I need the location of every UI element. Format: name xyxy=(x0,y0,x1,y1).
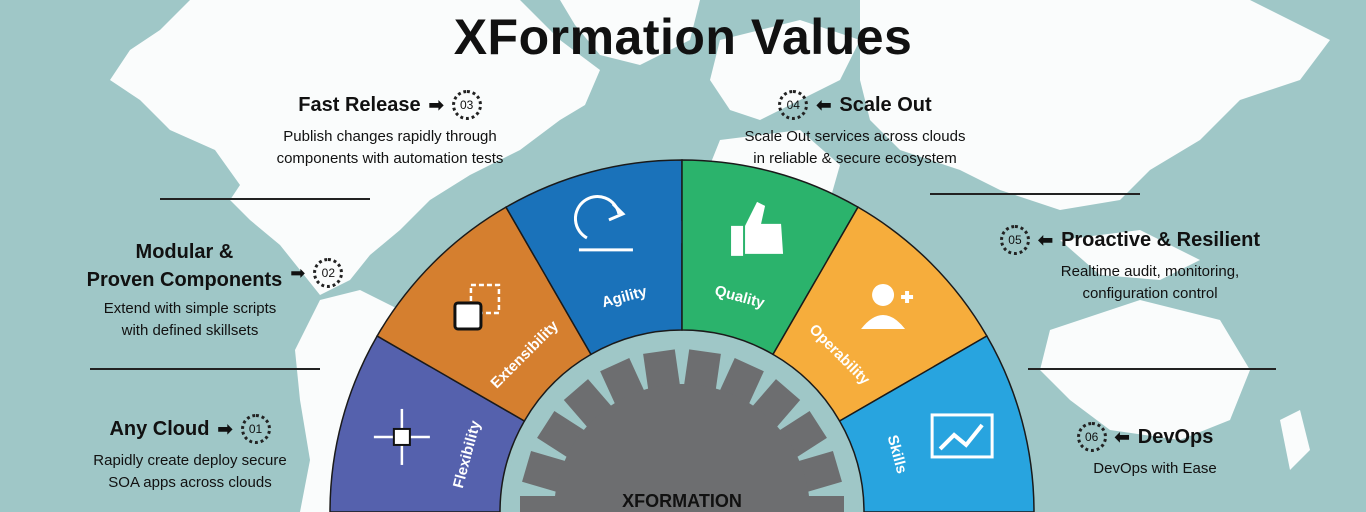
center-label: XFORMATION xyxy=(622,491,742,511)
value-proactive-resilient: 05 ⬅ Proactive & Resilient Realtime audi… xyxy=(965,225,1295,305)
divider-left-bottom xyxy=(90,368,320,370)
value-fast-release: Fast Release ➡ 03 Publish changes rapidl… xyxy=(240,90,540,170)
value-heading-line1: Modular & xyxy=(135,241,234,263)
divider-right-top xyxy=(930,193,1140,195)
value-heading: DevOps xyxy=(1137,426,1214,448)
value-desc-line1: Realtime audit, monitoring, xyxy=(1060,263,1240,280)
australia-land xyxy=(1040,300,1250,440)
arrow-right-icon: ➡ xyxy=(428,95,444,115)
move-arrows-icon xyxy=(373,408,430,465)
asia-land xyxy=(860,0,1330,210)
value-desc-line1: Extend with simple scripts xyxy=(103,300,277,317)
number-badge: 01 xyxy=(240,414,271,444)
gear-tooth xyxy=(800,496,844,512)
value-desc-line1: Scale Out services across clouds xyxy=(744,128,966,145)
value-heading: Scale Out xyxy=(839,94,932,116)
new-zealand-land xyxy=(1280,410,1310,470)
chart-trend-icon xyxy=(930,413,994,459)
arrow-right-icon: ➡ xyxy=(217,419,233,439)
indonesia-land xyxy=(1060,230,1200,280)
cycle-arrow-icon xyxy=(573,195,633,252)
arrow-right-icon: ➡ xyxy=(290,262,306,283)
number-badge: 03 xyxy=(451,90,482,120)
expand-square-icon xyxy=(453,283,501,331)
europe-land xyxy=(710,20,860,120)
gear-icon xyxy=(504,334,860,512)
divider-left-top xyxy=(160,198,370,200)
arrow-left-icon: ⬅ xyxy=(1114,427,1130,447)
greenland-land xyxy=(560,0,700,65)
divider-right-bottom xyxy=(1028,368,1276,370)
value-heading: Fast Release xyxy=(298,94,421,116)
value-desc-line2: components with automation tests xyxy=(276,150,504,167)
value-desc-line1: Rapidly create deploy secure xyxy=(93,452,287,469)
number-badge: 04 xyxy=(778,90,809,120)
value-heading: Any Cloud xyxy=(109,418,210,440)
value-desc-line1: Publish changes rapidly through xyxy=(283,128,497,145)
value-modular-components: Modular & Proven Components ➡ 02 Extend … xyxy=(60,238,370,342)
add-user-icon xyxy=(861,283,914,329)
value-devops: 06 ⬅ DevOps DevOps with Ease xyxy=(1030,422,1260,480)
value-desc-line2: configuration control xyxy=(1082,285,1218,302)
thumbs-up-icon xyxy=(731,201,784,256)
arrow-left-icon: ⬅ xyxy=(1037,230,1054,250)
number-badge: 06 xyxy=(1076,422,1107,452)
value-desc-line2: SOA apps across clouds xyxy=(108,474,272,491)
number-badge: 02 xyxy=(313,258,344,288)
value-heading-line2: Proven Components xyxy=(86,269,283,291)
value-scale-out: 04 ⬅ Scale Out Scale Out services across… xyxy=(705,90,1005,170)
arrow-left-icon: ⬅ xyxy=(816,95,832,115)
value-heading: Proactive & Resilient xyxy=(1061,229,1261,251)
value-desc-line2: in reliable & secure ecosystem xyxy=(753,150,957,167)
page-title: XFormation Values xyxy=(453,9,913,65)
value-desc-line2: with defined skillsets xyxy=(121,322,259,339)
gear-tooth xyxy=(520,496,564,512)
value-any-cloud: Any Cloud ➡ 01 Rapidly create deploy sec… xyxy=(40,414,340,494)
number-badge: 05 xyxy=(999,225,1030,255)
north-america-land xyxy=(110,0,600,295)
value-desc-line1: DevOps with Ease xyxy=(1093,460,1217,477)
